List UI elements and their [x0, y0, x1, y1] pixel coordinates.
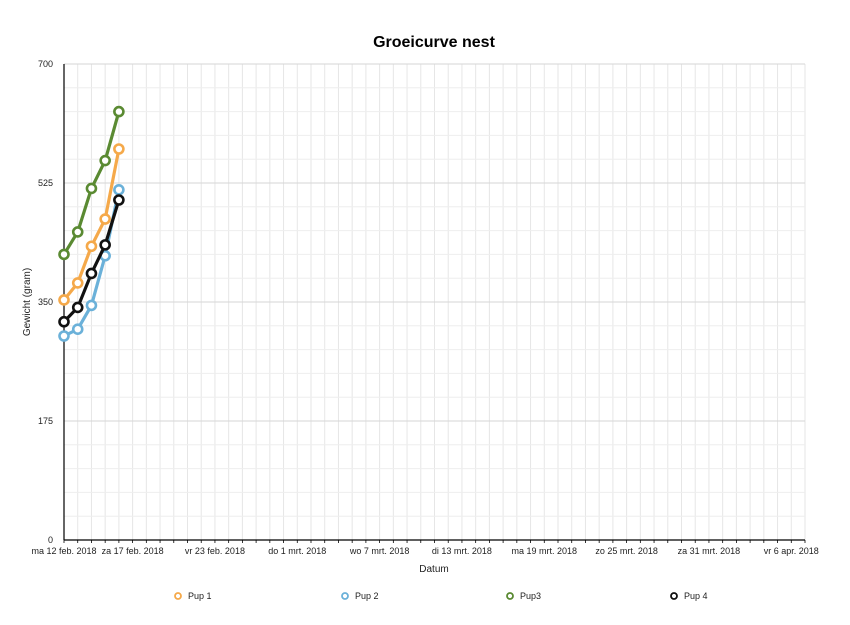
data-point: [99, 213, 111, 225]
legend-label: Pup3: [520, 591, 541, 601]
legend-marker: [174, 592, 182, 600]
data-point: [113, 143, 125, 155]
data-point: [99, 154, 111, 167]
series-1: [58, 143, 125, 306]
legend-item: Pup3: [506, 591, 541, 601]
data-point: [71, 301, 84, 314]
legend-label: Pup 2: [355, 591, 379, 601]
data-point: [58, 248, 70, 261]
x-tick-label: za 31 mrt. 2018: [678, 546, 741, 556]
data-point: [71, 277, 84, 289]
x-ticks: ma 12 feb. 2018 za 17 feb. 2018 vr 23 feb.…: [31, 546, 818, 556]
legend-label: Pup 4: [684, 591, 708, 601]
y-tick-label: 350: [38, 297, 53, 307]
data-point: [113, 105, 125, 118]
x-tick-label: wo 7 mrt. 2018: [349, 546, 410, 556]
legend-marker: [506, 592, 514, 600]
data-point: [85, 240, 98, 253]
data-point: [58, 330, 70, 342]
series-3: [58, 105, 125, 261]
y-ticks: 0 175 350 525 700: [38, 59, 53, 545]
y-tick-label: 0: [48, 535, 53, 545]
x-tick-label: za 17 feb. 2018: [102, 546, 164, 556]
x-tick-label: do 1 mrt. 2018: [268, 546, 326, 556]
data-point: [99, 239, 111, 251]
x-tick-label: ma 19 mrt. 2018: [512, 546, 578, 556]
legend-item: Pup 4: [670, 591, 708, 601]
legend: Pup 1 Pup 2 Pup3 Pup 4: [174, 591, 708, 601]
data-point: [71, 226, 84, 238]
series-group: [58, 105, 125, 342]
x-tick-label: di 13 mrt. 2018: [432, 546, 492, 556]
x-axis-label: Datum: [419, 564, 448, 575]
x-tick-label: vr 23 feb. 2018: [185, 546, 245, 556]
data-point: [85, 182, 98, 195]
grid: [64, 63, 806, 541]
x-tick-label: vr 6 apr. 2018: [764, 546, 819, 556]
legend-marker: [341, 592, 349, 600]
data-point: [58, 294, 70, 306]
data-point: [71, 323, 84, 336]
legend-label: Pup 1: [188, 591, 212, 601]
legend-item: Pup 2: [341, 591, 379, 601]
y-axis-label: Gewicht (gram): [22, 268, 33, 336]
series-4: [58, 194, 125, 328]
x-tick-label: zo 25 mrt. 2018: [595, 546, 658, 556]
y-tick-label: 525: [38, 178, 53, 188]
data-point: [58, 315, 70, 328]
y-tick-label: 175: [38, 416, 53, 426]
x-tick-label: ma 12 feb. 2018: [31, 546, 96, 556]
legend-item: Pup 1: [174, 591, 212, 601]
data-point: [113, 194, 125, 206]
data-point: [113, 184, 125, 196]
chart-title: Groeicurve nest: [373, 34, 496, 51]
y-tick-label: 700: [38, 59, 53, 69]
data-point: [85, 267, 98, 280]
legend-marker: [670, 592, 678, 600]
data-point: [85, 299, 98, 312]
